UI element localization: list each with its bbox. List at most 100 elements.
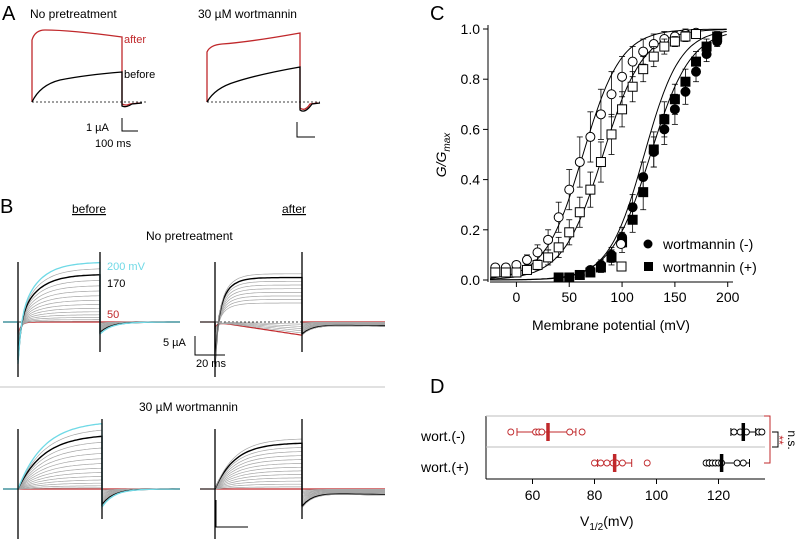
panel-b-scale-x: 20 ms [196,358,226,370]
panel-c-xtick-label: 100 [610,289,634,305]
panel-a-right-after-trace [206,32,319,110]
panel-c-xtick-label: 150 [663,289,687,305]
panel-c-ytick-label: 0.8 [461,71,481,87]
panel-b-bottom-right-trace-9 [200,459,385,502]
panel-c-point-open-square [680,31,691,42]
panel-c-point-open-square [511,267,522,278]
panel-b-bottom-title: 30 µM wortmannin [139,400,238,414]
panel-b-bottom-left-trace-10 [3,453,180,502]
panel-a-after-label: after [124,34,146,46]
panel-c-ytick-label: 0.0 [461,272,481,288]
panel-c-point-open-square [627,81,638,92]
panel-b-letter: B [0,196,13,218]
panel-c-axes: 0 50 100 150 200 0.0 0.2 0.4 0.6 0.8 1.0 [461,21,740,305]
panel-c-point-open-circle [553,212,564,223]
panel-b-bottom-left-trace-13 [3,435,180,507]
panel-a-before-label: before [124,69,155,81]
panel-a-scale-x: 100 ms [95,138,132,150]
panel-b-bottom-right-trace-7 [200,466,386,499]
panel-d-point [597,459,605,467]
panel-a: A No pretreatment 30 µM wortmannin after… [2,3,321,150]
panel-c-point-filled-square [553,272,564,283]
panel-b-before-header: before [72,202,106,216]
panel-b-top-left-trace-1 [3,320,180,337]
panel-b-bottom-right-trace-10 [200,455,386,503]
panel-a-left-before-trace [31,71,143,108]
panel-c-point-open-square [648,51,659,62]
panel-b-bottom-right-trace-3 [200,480,385,494]
panel-c-point-open-square [574,207,585,218]
panel-b-traces [3,252,386,539]
panel-b-bottom-left-trace-11 [3,447,180,504]
panel-b-bottom-right-trace-6 [200,470,385,498]
legend-open-square [616,261,627,272]
panel-b-bottom-right-trace-4 [200,477,386,495]
panel-c-point-open-circle [532,247,543,258]
panel-d-point [739,459,747,467]
panel-c-points [490,27,723,283]
panel-b: B before after No pretreatment 30 µM wor… [0,196,386,539]
panel-c-point-filled-square [574,269,585,280]
panel-b-scale-bar-top [194,336,225,356]
panel-d-cat-1: wort.(+) [420,459,469,475]
panel-b-bottom-right-trace-11 [200,451,385,505]
panel-c-ylabel: G/Gmax [433,132,453,178]
panel-c-point-open-circle [595,109,606,120]
panel-c-point-open-circle [638,46,649,57]
panel-d-xtick-label: 80 [587,487,603,503]
panel-b-top-left-trace-9 [3,295,180,353]
panel-c-ytick-label: 0.2 [461,222,481,238]
panel-d-xlabel: V1/2(mV) [580,513,634,533]
panel-c-point-open-square [543,252,554,263]
panel-c-point-filled-square [669,94,680,105]
panel-c-point-open-square [585,184,596,195]
panel-b-top-right-trace-13 [200,276,385,365]
panel-c-point-open-square [521,264,532,275]
panel-c-point-open-square [606,129,617,140]
panel-c-point-open-square [638,64,649,75]
panel-c-ytick-label: 1.0 [461,21,481,37]
panel-c-point-open-circle [521,254,532,265]
panel-c-point-open-circle [617,71,628,82]
panel-c-point-filled-square [648,144,659,155]
panel-a-scale-bar-right [296,122,315,138]
panel-c-point-filled-square [585,267,596,278]
panel-a-scale-y: 1 µA [86,122,110,134]
panel-c-ytick-label: 0.4 [461,172,481,188]
panel-b-top-right-trace-14 [200,273,385,367]
panel-d-xtick-label: 100 [645,487,669,503]
panel-c-point-filled-square [564,272,575,283]
panel-d-ns-bracket [772,431,779,448]
panel-c-point-open-circle [564,184,575,195]
panel-c-point-open-circle [574,157,585,168]
panel-c-xlabel: Membrane potential (mV) [532,317,690,333]
panel-c-point-open-square [532,259,543,270]
panel-b-200mv-label: 200 mV [107,261,146,273]
panel-b-bottom-right-trace-14 [200,438,385,509]
panel-a-scale-bar-left [121,118,138,132]
panel-c-point-filled-square [691,56,702,67]
panel-c-point-filled-square [638,187,649,198]
panel-d-point [758,428,766,436]
panel-c-point-open-square [691,29,702,40]
panel-d-point [618,459,626,467]
panel-b-50-label: 50 [107,309,119,321]
panel-d-ns-label: n.s. [785,430,799,449]
panel-b-top-left-trace-15 [3,261,180,365]
panel-d-point [538,428,546,436]
panel-d-axes: 60 80 100 120 [485,415,765,503]
panel-c-point-filled-square [595,262,606,273]
panel-d-letter: D [430,376,444,398]
panel-c-point-open-square [659,41,670,52]
panel-b-bottom-left-trace-14 [3,429,180,507]
panel-c-point-open-square [564,227,575,238]
panel-c: C 0 50 100 150 200 0.0 0.2 0.4 0.6 0.8 1.0 Membran… [430,3,757,333]
panel-c-point-open-square [617,104,628,115]
panel-c-ytick-label: 0.6 [461,121,481,137]
panel-d-points [507,423,766,472]
panel-b-after-header: after [282,202,306,216]
panel-a-letter: A [2,3,16,25]
panel-d-point [733,459,741,467]
panel-d-point [578,428,586,436]
panel-c-point-open-square [490,267,501,278]
